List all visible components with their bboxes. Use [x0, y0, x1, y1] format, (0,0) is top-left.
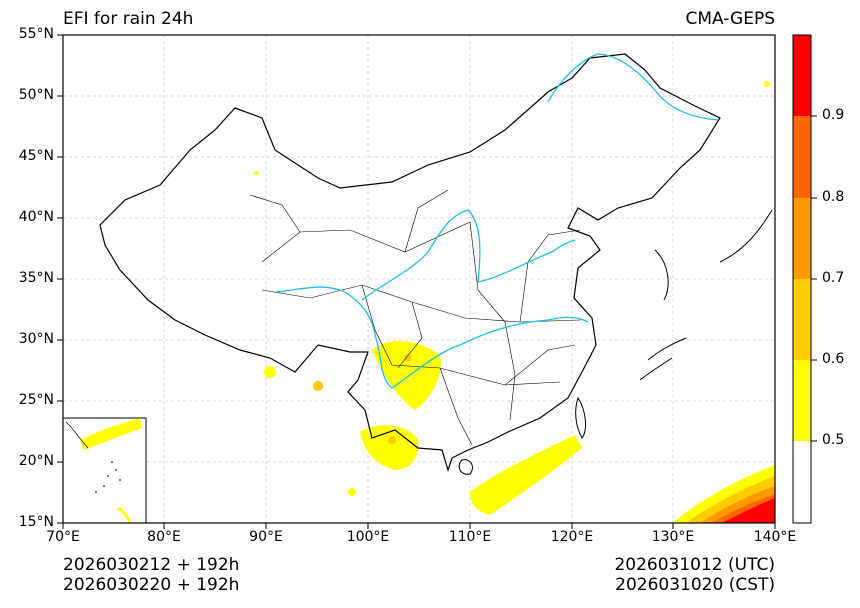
- colorbar-segment-2: [793, 279, 811, 360]
- model-name: CMA-GEPS: [685, 9, 775, 29]
- map-title: EFI for rain 24h: [63, 9, 194, 29]
- lon-label: 110°E: [448, 529, 492, 545]
- colorbar-tick-label: 0.7: [822, 270, 845, 286]
- init-time-cst: 2026030220 + 192h: [63, 575, 240, 595]
- efi-shading: [254, 81, 775, 523]
- colorbar-segment-3: [793, 198, 811, 279]
- init-time-utc: 2026030212 + 192h: [63, 555, 240, 575]
- colorbar-segment-0: [793, 441, 811, 523]
- colorbar-segment-1: [793, 360, 811, 441]
- provincial-boundaries: [249, 189, 581, 446]
- colorbar-tick-label: 0.5: [822, 432, 845, 448]
- rivers: [275, 53, 719, 389]
- lat-label: 40°N: [18, 209, 54, 225]
- lat-label: 30°N: [18, 331, 54, 347]
- lon-label: 100°E: [346, 529, 390, 545]
- lat-label: 45°N: [18, 148, 54, 164]
- lon-label: 120°E: [550, 529, 594, 545]
- lat-label: 55°N: [18, 26, 54, 42]
- tick-marks: [57, 34, 776, 529]
- lon-label: 70°E: [46, 529, 80, 545]
- colorbar-segment-4: [793, 116, 811, 198]
- lat-label: 15°N: [18, 514, 54, 530]
- lon-label: 80°E: [147, 529, 181, 545]
- coastlines: [458, 209, 773, 475]
- colorbar-tick-label: 0.9: [822, 107, 845, 123]
- colorbar: [792, 34, 817, 524]
- colorbar-tick-label: 0.6: [822, 351, 845, 367]
- lon-label: 140°E: [753, 529, 797, 545]
- lon-label: 90°E: [249, 529, 283, 545]
- colorbar-segment-5: [793, 35, 811, 116]
- lat-label: 35°N: [18, 270, 54, 286]
- lon-label: 130°E: [651, 529, 695, 545]
- valid-time-utc: 2026031012 (UTC): [614, 555, 775, 575]
- national-boundary: [99, 53, 721, 472]
- lat-label: 50°N: [18, 87, 54, 103]
- lat-label: 25°N: [18, 392, 54, 408]
- lat-label: 20°N: [18, 453, 54, 469]
- valid-time-cst: 2026031020 (CST): [615, 575, 775, 595]
- valid-time-block: 2026031012 (UTC) 2026031020 (CST): [540, 555, 775, 595]
- colorbar-tick-label: 0.8: [822, 189, 845, 205]
- init-time-block: 2026030212 + 192h 2026030220 + 192h: [63, 555, 239, 595]
- south-china-sea-inset: [62, 417, 147, 524]
